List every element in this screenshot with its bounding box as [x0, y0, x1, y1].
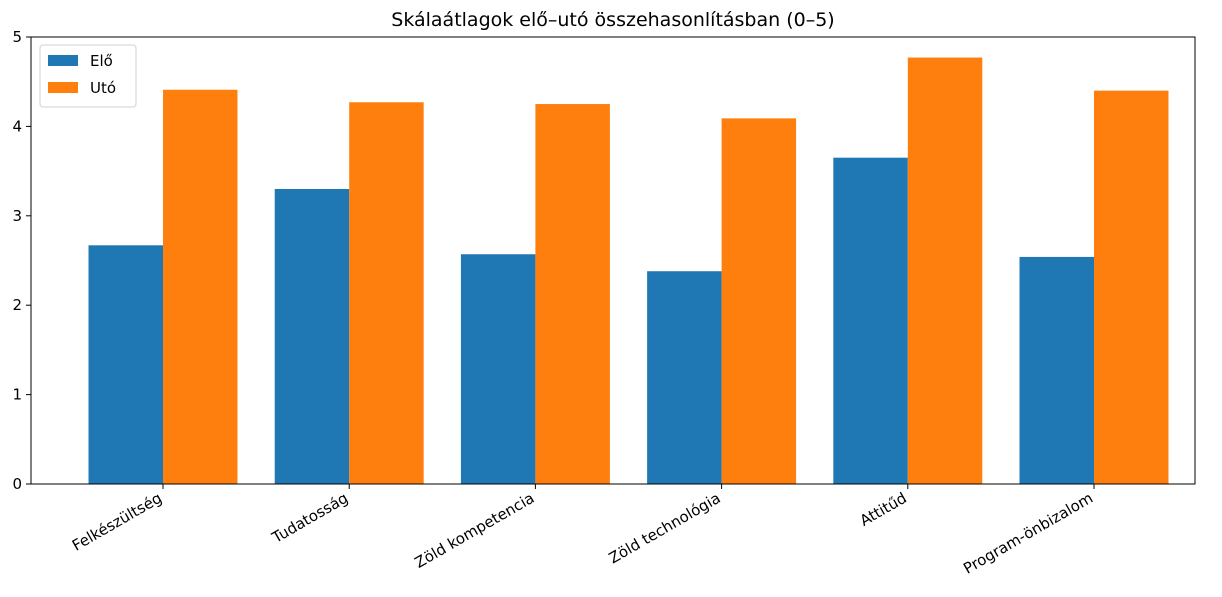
- chart-title: Skálaátlagok elő–utó összehasonlításban …: [391, 9, 834, 31]
- bar: [647, 271, 722, 484]
- legend-label: Elő: [90, 52, 113, 70]
- bar: [274, 188, 350, 485]
- y-tick-label: 1: [12, 386, 22, 404]
- y-tick-label: 4: [12, 117, 22, 135]
- y-tick-label: 0: [12, 475, 22, 493]
- x-tick-label: Zöld kompetencia: [412, 489, 538, 572]
- legend: Elő Utó: [39, 44, 137, 108]
- legend-label: Utó: [90, 79, 116, 97]
- y-tick-label: 3: [12, 207, 22, 225]
- bar: [535, 104, 610, 485]
- plot-frame: [30, 36, 1196, 485]
- y-tick-label: 5: [12, 28, 22, 46]
- legend-box: [39, 44, 137, 108]
- bar: [460, 254, 536, 484]
- x-tick-label: Program-önbizalom: [960, 489, 1096, 578]
- bar: [88, 245, 163, 484]
- bar: [349, 102, 424, 485]
- x-tick-label: Felkészültség: [69, 489, 165, 555]
- x-tick-label: Tudatosság: [268, 489, 351, 547]
- y-tick-label: 2: [12, 296, 22, 314]
- x-tick-label: Attitűd: [857, 489, 910, 530]
- bar: [907, 57, 983, 484]
- bar: [163, 89, 238, 484]
- x-tick-label: Zöld technológia: [606, 489, 724, 567]
- bar: [1094, 90, 1169, 484]
- bar: [833, 157, 908, 484]
- bar: [721, 118, 797, 484]
- bar: [1019, 256, 1094, 484]
- legend-swatch: [48, 82, 78, 93]
- legend-swatch: [48, 55, 78, 66]
